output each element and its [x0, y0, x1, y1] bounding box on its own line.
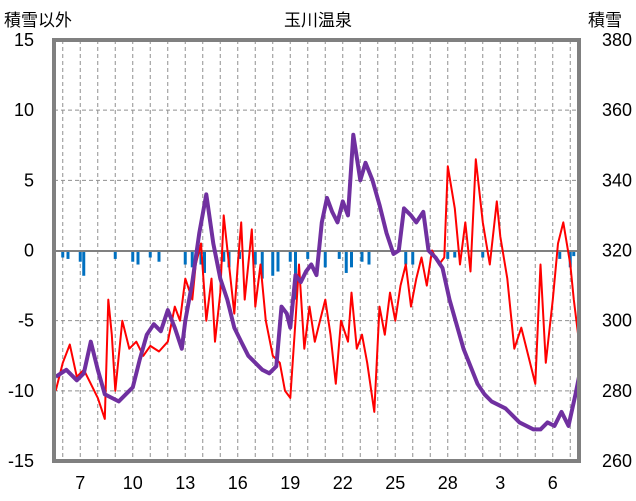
left-y-tick-label: 10 [14, 100, 34, 120]
x-tick-label: 28 [438, 473, 458, 493]
precip-bar [558, 250, 562, 259]
right-y-tick-label: 280 [602, 381, 632, 401]
precip-bar [66, 250, 70, 259]
precip-bar [360, 250, 364, 262]
x-tick-label: 6 [548, 473, 558, 493]
precip-bar [78, 250, 82, 262]
precip-bar [404, 250, 408, 265]
right-y-tick-label: 340 [602, 170, 632, 190]
precip-bar [148, 250, 152, 258]
precip-bar [131, 250, 135, 262]
precip-bar [222, 250, 226, 262]
x-tick-label: 19 [280, 473, 300, 493]
plot-frame [52, 38, 581, 463]
precip-bar [572, 250, 576, 257]
snow-depth-line [54, 132, 581, 432]
x-tick-label: 25 [385, 473, 405, 493]
precip-bar [288, 250, 292, 262]
precip-bar [260, 250, 264, 279]
left-y-tick-label: 5 [24, 170, 34, 190]
precip-bar [271, 250, 275, 276]
left-y-tick-label: -15 [8, 451, 34, 471]
precip-bar [136, 250, 140, 265]
precip-bar [411, 250, 415, 265]
right-y-tick-label: 320 [602, 241, 632, 261]
precip-bar [350, 250, 353, 268]
precip-bar [337, 250, 341, 259]
precip-bar [276, 250, 280, 272]
right-y-tick-label: 300 [602, 311, 632, 331]
chart-title: 玉川温泉 [284, 11, 352, 31]
precip-bar [453, 250, 457, 258]
right-y-ticks: 380 360 340 320 300 280 260 [602, 30, 632, 471]
precip-bar [446, 250, 450, 259]
precip-bar [183, 250, 187, 265]
precip-bar [190, 250, 194, 268]
x-tick-label: 16 [228, 473, 248, 493]
left-y-tick-label: -5 [18, 311, 34, 331]
right-y-tick-label: 360 [602, 100, 632, 120]
precip-bar [253, 250, 257, 265]
x-tick-label: 22 [333, 473, 353, 493]
left-axis-label: 積雪以外 [4, 11, 72, 31]
precip-bar [306, 250, 310, 259]
temperature-line [54, 158, 580, 420]
right-axis-label: 積雪 [588, 11, 622, 31]
left-y-tick-label: -10 [8, 381, 34, 401]
precip-bar [367, 250, 371, 265]
precip-bar [157, 250, 161, 262]
x-ticks: 7 10 13 16 19 22 25 28 3 6 [75, 473, 558, 493]
left-y-tick-label: 0 [24, 241, 34, 261]
x-tick-label: 3 [495, 473, 505, 493]
precip-bar [481, 250, 485, 258]
left-y-ticks: 15 10 5 0 -5 -10 -15 [8, 30, 34, 471]
precip-bar [113, 250, 117, 259]
precip-bar [323, 250, 327, 268]
series-lines [54, 132, 581, 432]
right-y-tick-label: 380 [602, 30, 632, 50]
precip-bar [344, 250, 348, 273]
precip-bar [82, 250, 86, 276]
x-tick-label: 10 [123, 473, 143, 493]
x-tick-label: 7 [75, 473, 85, 493]
left-y-tick-label: 15 [14, 30, 34, 50]
precip-bar [61, 250, 65, 258]
right-y-tick-label: 260 [602, 451, 632, 471]
precip-bar [203, 250, 206, 273]
x-tick-label: 13 [175, 473, 195, 493]
